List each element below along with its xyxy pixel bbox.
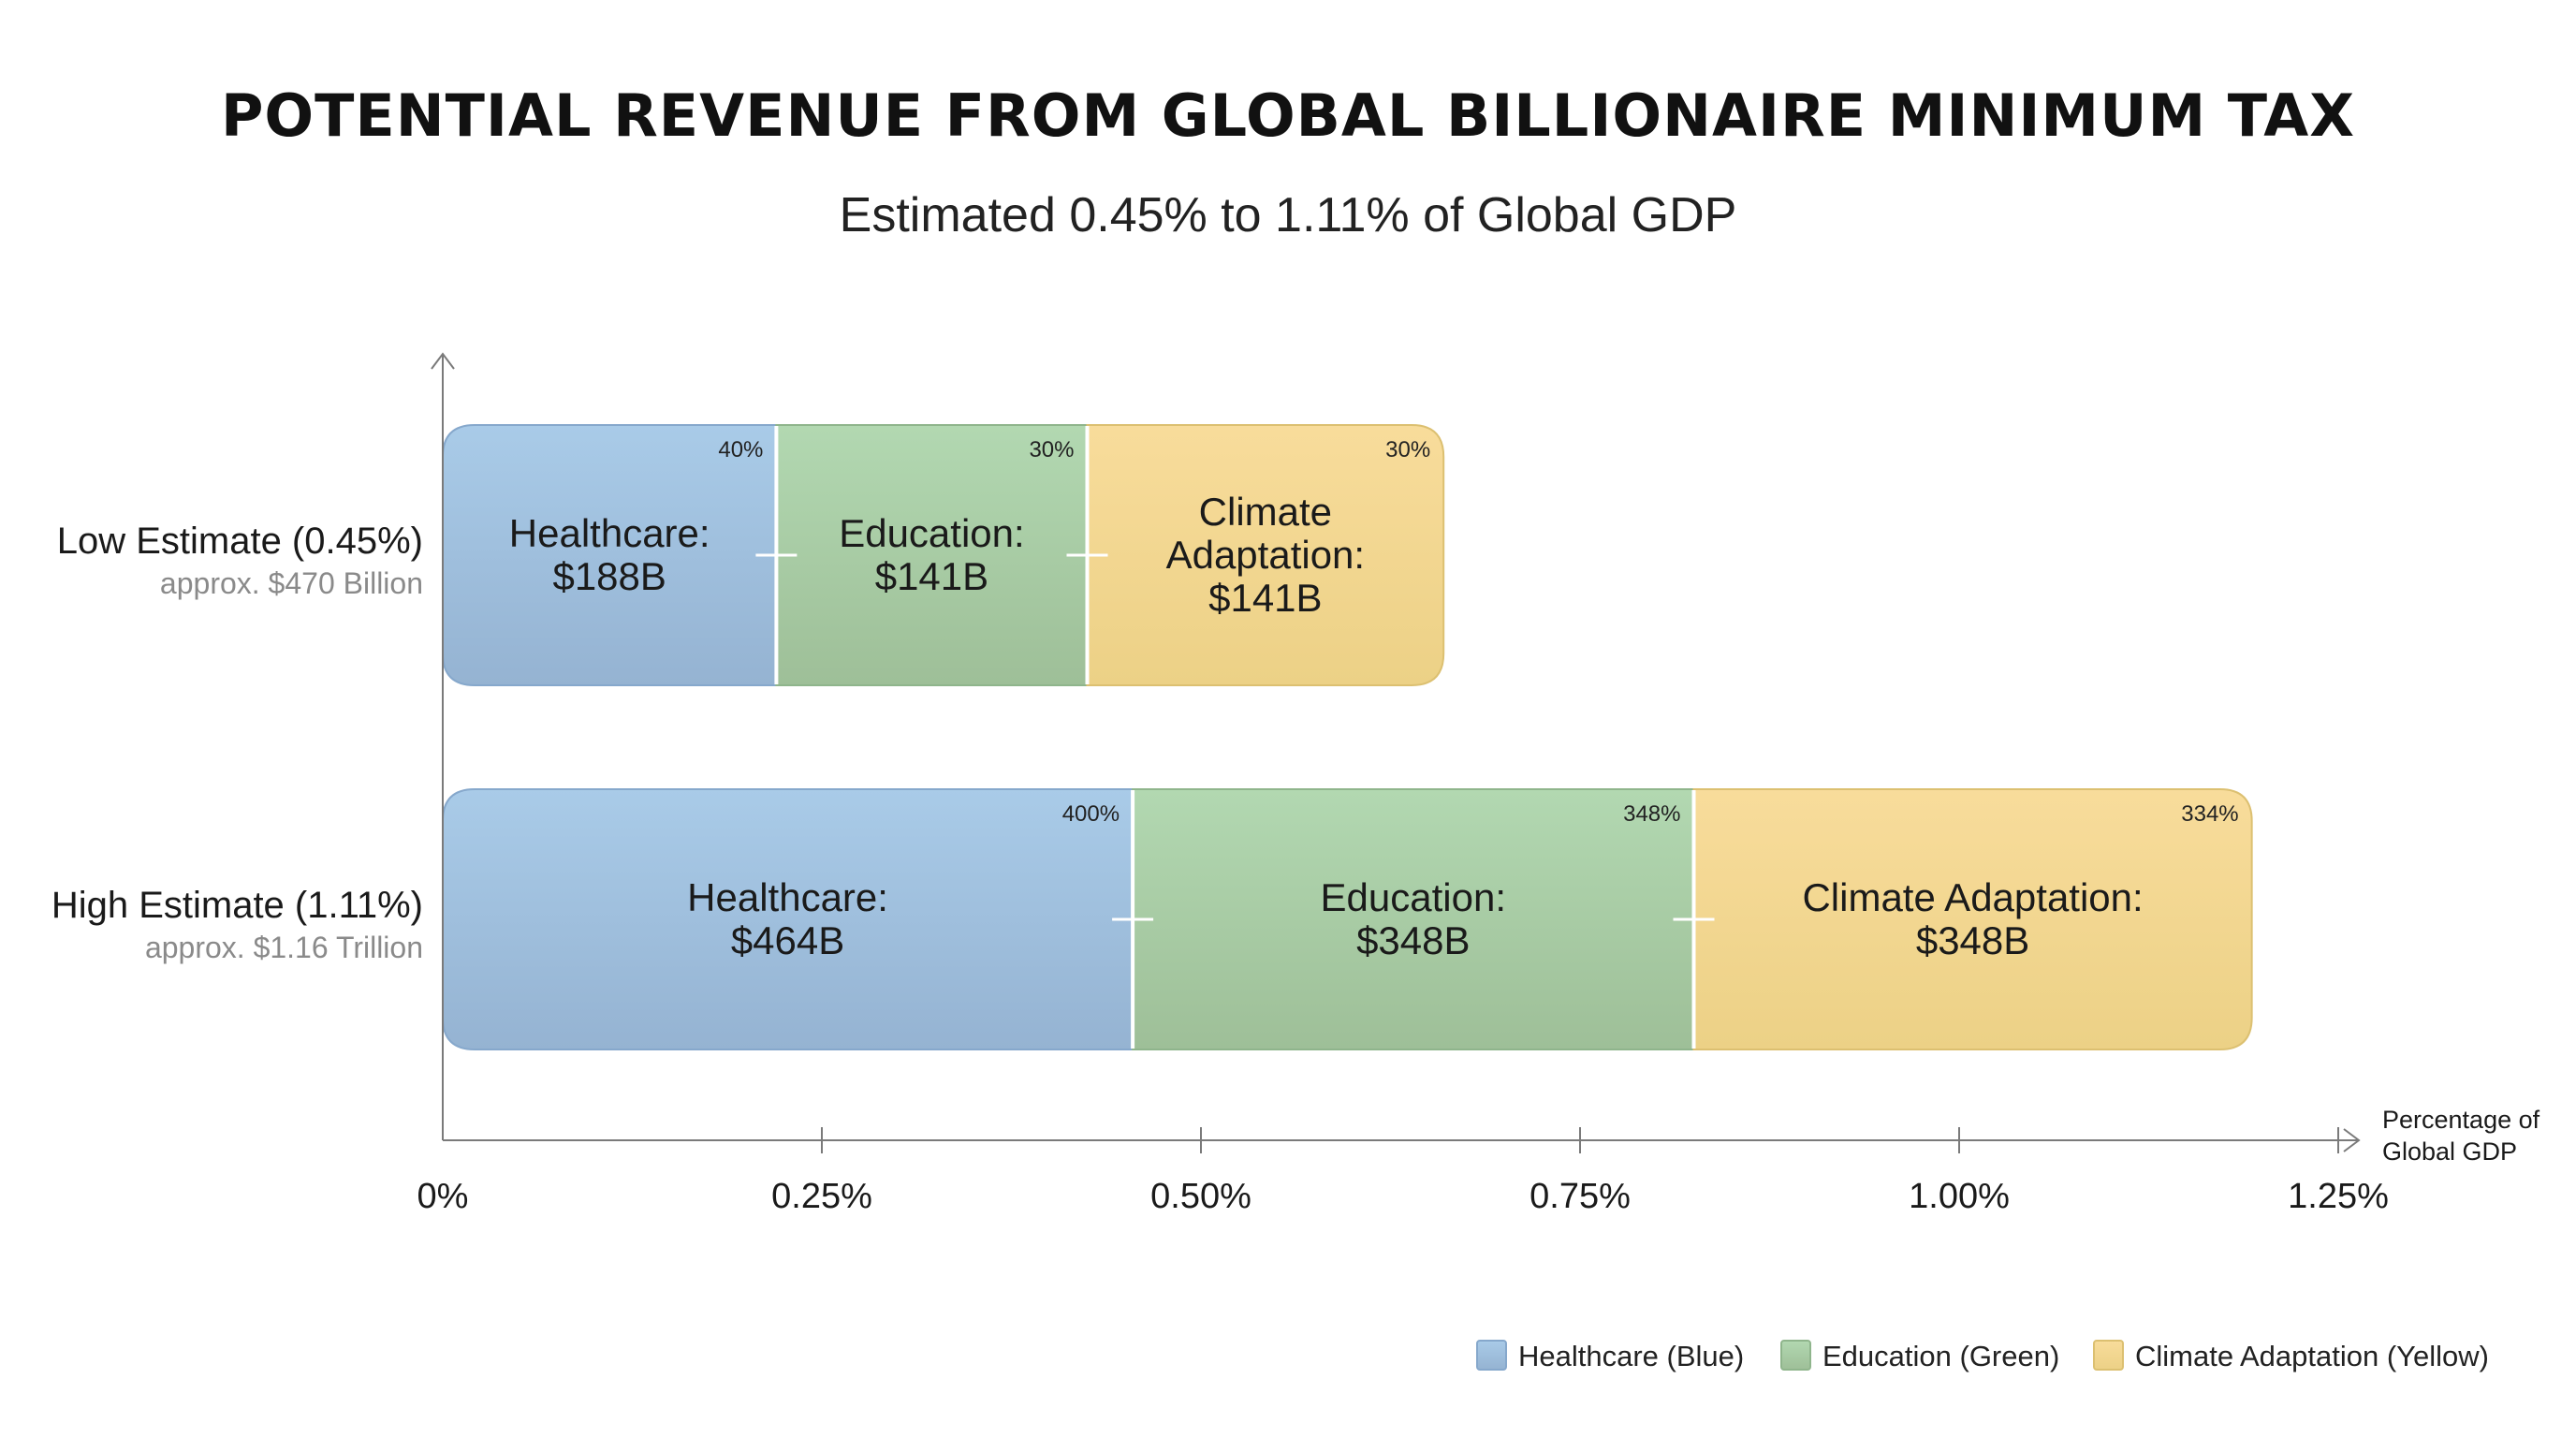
legend-label-climate-adaptation: Climate Adaptation (Yellow) bbox=[2135, 1340, 2489, 1372]
data-label-line: Education: bbox=[1321, 875, 1506, 919]
legend-swatch-healthcare bbox=[1476, 1340, 1507, 1371]
data-label-line: Climate bbox=[1199, 490, 1332, 534]
x-tick-label: 1.00% bbox=[1909, 1177, 2010, 1216]
segment-percent-label: 30% bbox=[1385, 437, 1430, 462]
category-sublabel: approx. $470 Billion bbox=[160, 566, 423, 600]
chart-title: POTENTIAL REVENUE FROM GLOBAL BILLIONAIR… bbox=[221, 81, 2355, 150]
legend-label-healthcare: Healthcare (Blue) bbox=[1518, 1340, 1744, 1372]
data-label: Education: $141B bbox=[839, 511, 1024, 598]
category-label: High Estimate (1.11%) bbox=[51, 885, 423, 926]
data-label-line: Adaptation: bbox=[1166, 533, 1366, 577]
data-label-line: $348B bbox=[1916, 918, 2029, 962]
data-label: Climate Adaptation: $141B bbox=[1166, 490, 1366, 620]
axes: 0% 0.25% 0.50% 0.75% 1.00% 1.25% Percentage of… bbox=[417, 352, 2540, 1216]
data-label: Healthcare: $464B bbox=[687, 875, 888, 962]
legend-swatch-education bbox=[1780, 1340, 1811, 1371]
chart-subtitle: Estimated 0.45% to 1.11% of Global GDP bbox=[840, 188, 1737, 242]
segment-percent-label: 30% bbox=[1029, 437, 1074, 462]
data-label: Healthcare: $188B bbox=[509, 511, 710, 598]
x-tick-label: 1.25% bbox=[2288, 1177, 2389, 1216]
data-label-line: $348B bbox=[1356, 918, 1470, 962]
legend-swatch-climate-adaptation bbox=[2093, 1340, 2124, 1371]
data-label: Education: $348B bbox=[1321, 875, 1506, 962]
bar-climate-adaptation-low bbox=[1086, 424, 1445, 686]
segment-percent-label: 348% bbox=[1623, 801, 1680, 827]
data-label-line: $141B bbox=[875, 554, 988, 598]
x-tick-label: 0.50% bbox=[1150, 1177, 1251, 1216]
x-axis-arrow bbox=[2343, 1128, 2361, 1152]
data-label-line: $464B bbox=[731, 918, 844, 962]
bar-climate-adaptation-high bbox=[1692, 788, 2253, 1050]
x-tick-label: 0.25% bbox=[771, 1177, 872, 1216]
data-label-line: Healthcare: bbox=[687, 875, 888, 919]
data-label-line: Education: bbox=[839, 511, 1024, 555]
x-axis-title: Percentage of Global GDP bbox=[2382, 1106, 2540, 1166]
y-axis-arrow bbox=[431, 352, 455, 370]
x-tick-label: 0.75% bbox=[1530, 1177, 1631, 1216]
category-label: Low Estimate (0.45%) bbox=[57, 521, 423, 562]
x-tick-label: 0% bbox=[417, 1177, 469, 1216]
segment-percent-label: 40% bbox=[718, 437, 763, 462]
plot-area: Low Estimate (0.45%) approx. $470 Billion… bbox=[51, 424, 2253, 1050]
data-label-line: $141B bbox=[1208, 576, 1322, 620]
data-label-line: Healthcare: bbox=[509, 511, 710, 555]
category-sublabel: approx. $1.16 Trillion bbox=[145, 931, 423, 964]
legend: Healthcare (Blue) Education (Green) Climat… bbox=[1476, 1340, 2489, 1372]
segment-percent-label: 400% bbox=[1062, 801, 1120, 827]
data-label-line: Climate Adaptation: bbox=[1802, 875, 2143, 919]
segment-percent-label: 334% bbox=[2181, 801, 2238, 827]
legend-label-education: Education (Green) bbox=[1822, 1340, 2059, 1372]
data-label-line: $188B bbox=[552, 554, 666, 598]
data-label: Climate Adaptation: $348B bbox=[1802, 875, 2143, 962]
